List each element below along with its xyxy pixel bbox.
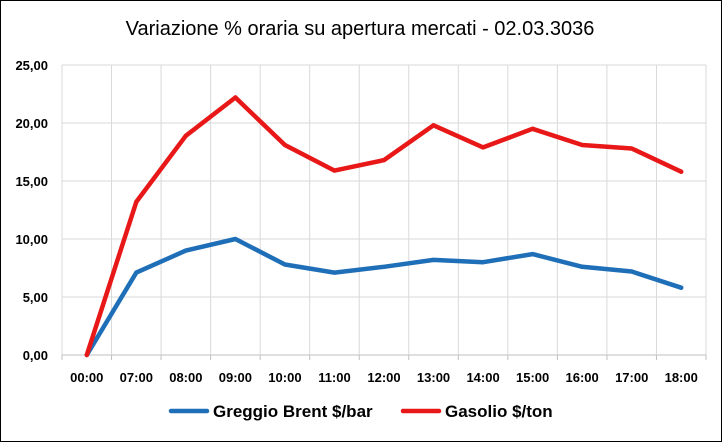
data-point — [679, 169, 684, 174]
y-tick-label: 5,00 — [23, 290, 48, 305]
data-point — [134, 270, 139, 275]
y-axis-tick-labels: 0,00 5,00 10,00 15,00 20,00 25,00 — [15, 58, 48, 363]
data-point — [382, 158, 386, 163]
chart-title: Variazione % oraria su apertura mercati … — [125, 18, 595, 40]
x-tick-label: 18:00 — [665, 370, 698, 385]
x-tick-label: 10:00 — [268, 370, 301, 385]
data-point — [233, 95, 238, 100]
x-tick-label: 07:00 — [120, 370, 153, 385]
data-point — [580, 264, 585, 269]
legend-label: Gasolio $/ton — [445, 402, 553, 421]
x-tick-label: 14:00 — [466, 370, 499, 385]
y-tick-label: 10,00 — [15, 232, 48, 247]
data-point — [629, 146, 634, 151]
x-axis-tick-labels: 00:00 07:00 08:00 09:00 10:00 11:00 12:00 13:00… — [70, 370, 698, 385]
data-point — [481, 145, 486, 150]
data-point — [84, 353, 89, 357]
data-point — [629, 269, 634, 274]
data-point — [183, 248, 188, 253]
data-point — [530, 126, 535, 131]
data-point — [679, 285, 684, 290]
y-tick-label: 20,00 — [15, 116, 48, 131]
data-point — [431, 123, 436, 128]
data-point — [332, 168, 337, 173]
y-tick-label: 25,00 — [15, 58, 48, 73]
data-point — [282, 143, 287, 148]
data-point — [431, 257, 436, 262]
data-point — [183, 133, 188, 138]
data-point — [332, 270, 337, 275]
x-tick-label: 12:00 — [367, 370, 400, 385]
x-tick-label: 15:00 — [516, 370, 549, 385]
x-tick-label: 11:00 — [318, 370, 351, 385]
data-point — [580, 143, 585, 148]
grid-layer — [61, 64, 707, 360]
data-point — [233, 237, 238, 241]
data-point — [481, 260, 486, 265]
x-tick-label: 13:00 — [417, 370, 450, 385]
series-layer — [84, 95, 684, 358]
x-tick-label: 08:00 — [169, 370, 202, 385]
legend-item-1: Greggio Brent $/bar — [168, 402, 373, 421]
x-tick-label: 17:00 — [615, 370, 648, 385]
data-point — [134, 199, 139, 204]
x-tick-label: 09:00 — [219, 370, 252, 385]
y-tick-label: 15,00 — [15, 174, 48, 189]
data-point — [382, 264, 386, 269]
legend: Greggio Brent $/bar Gasolio $/ton — [168, 402, 553, 421]
series-line-2 — [84, 95, 684, 358]
legend-label: Greggio Brent $/bar — [213, 402, 373, 421]
legend-item-2: Gasolio $/ton — [400, 402, 553, 421]
x-tick-label: 16:00 — [566, 370, 599, 385]
data-point — [282, 262, 287, 267]
y-tick-label: 0,00 — [23, 348, 48, 363]
x-tick-label: 00:00 — [70, 370, 103, 385]
data-point — [530, 252, 535, 257]
